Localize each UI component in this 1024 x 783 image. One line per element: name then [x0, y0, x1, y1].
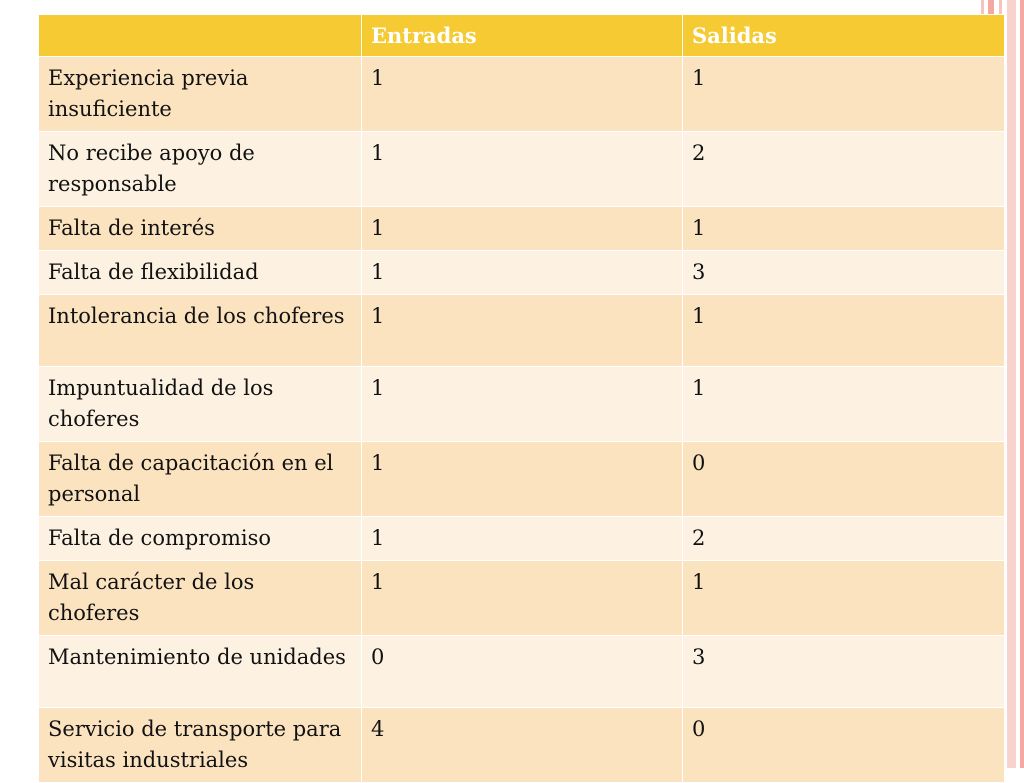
entradas-value: 1: [361, 366, 683, 442]
salidas-value: 1: [682, 206, 1005, 251]
salidas-value: 3: [682, 250, 1005, 295]
salidas-value: 0: [682, 707, 1005, 783]
salidas-value: 2: [682, 131, 1005, 207]
table-row: Intolerancia de los choferes 1 1: [38, 294, 1005, 367]
entradas-value: 1: [361, 441, 683, 517]
entradas-value: 4: [361, 707, 683, 783]
row-label: No recibe apoyo de responsable: [38, 131, 362, 207]
entradas-value: 1: [361, 131, 683, 207]
entradas-value: 0: [361, 635, 683, 708]
entradas-value: 1: [361, 560, 683, 636]
table-header-row: Entradas Salidas: [38, 14, 1005, 57]
salidas-value: 1: [682, 560, 1005, 636]
row-label: Servicio de transporte para visitas indu…: [38, 707, 362, 783]
row-label: Falta de flexibilidad: [38, 250, 362, 295]
row-label: Experiencia previa insuficiente: [38, 56, 362, 132]
row-label: Intolerancia de los choferes: [38, 294, 362, 367]
table-row: Experiencia previa insuficiente 1 1: [38, 56, 1005, 132]
salidas-value: 1: [682, 294, 1005, 367]
row-label: Falta de interés: [38, 206, 362, 251]
stripe: [1007, 0, 1016, 768]
entradas-value: 1: [361, 294, 683, 367]
salidas-value: 3: [682, 635, 1005, 708]
entradas-value: 1: [361, 250, 683, 295]
salidas-value: 0: [682, 441, 1005, 517]
table-row: Falta de compromiso 1 2: [38, 516, 1005, 561]
salidas-value: 1: [682, 366, 1005, 442]
row-label: Falta de compromiso: [38, 516, 362, 561]
salidas-value: 2: [682, 516, 1005, 561]
stripe: [1020, 0, 1024, 768]
salidas-value: 1: [682, 56, 1005, 132]
entradas-value: 1: [361, 56, 683, 132]
header-cell-empty: [38, 14, 362, 57]
table-row: Impuntualidad de los choferes 1 1: [38, 366, 1005, 442]
entradas-value: 1: [361, 206, 683, 251]
table-row: Mal carácter de los choferes 1 1: [38, 560, 1005, 636]
table-row: Falta de capacitación en el personal 1 0: [38, 441, 1005, 517]
entradas-value: 1: [361, 516, 683, 561]
row-label: Mantenimiento de unidades: [38, 635, 362, 708]
row-label: Mal carácter de los choferes: [38, 560, 362, 636]
header-cell-salidas: Salidas: [682, 14, 1005, 57]
table-row: No recibe apoyo de responsable 1 2: [38, 131, 1005, 207]
data-table: Entradas Salidas Experiencia previa insu…: [38, 14, 1005, 783]
data-table-container: Entradas Salidas Experiencia previa insu…: [38, 14, 1005, 783]
table-row: Servicio de transporte para visitas indu…: [38, 707, 1005, 783]
table-row: Falta de flexibilidad 1 3: [38, 250, 1005, 295]
header-cell-entradas: Entradas: [361, 14, 683, 57]
table-row: Falta de interés 1 1: [38, 206, 1005, 251]
table-row: Mantenimiento de unidades 0 3: [38, 635, 1005, 708]
row-label: Impuntualidad de los choferes: [38, 366, 362, 442]
row-label: Falta de capacitación en el personal: [38, 441, 362, 517]
